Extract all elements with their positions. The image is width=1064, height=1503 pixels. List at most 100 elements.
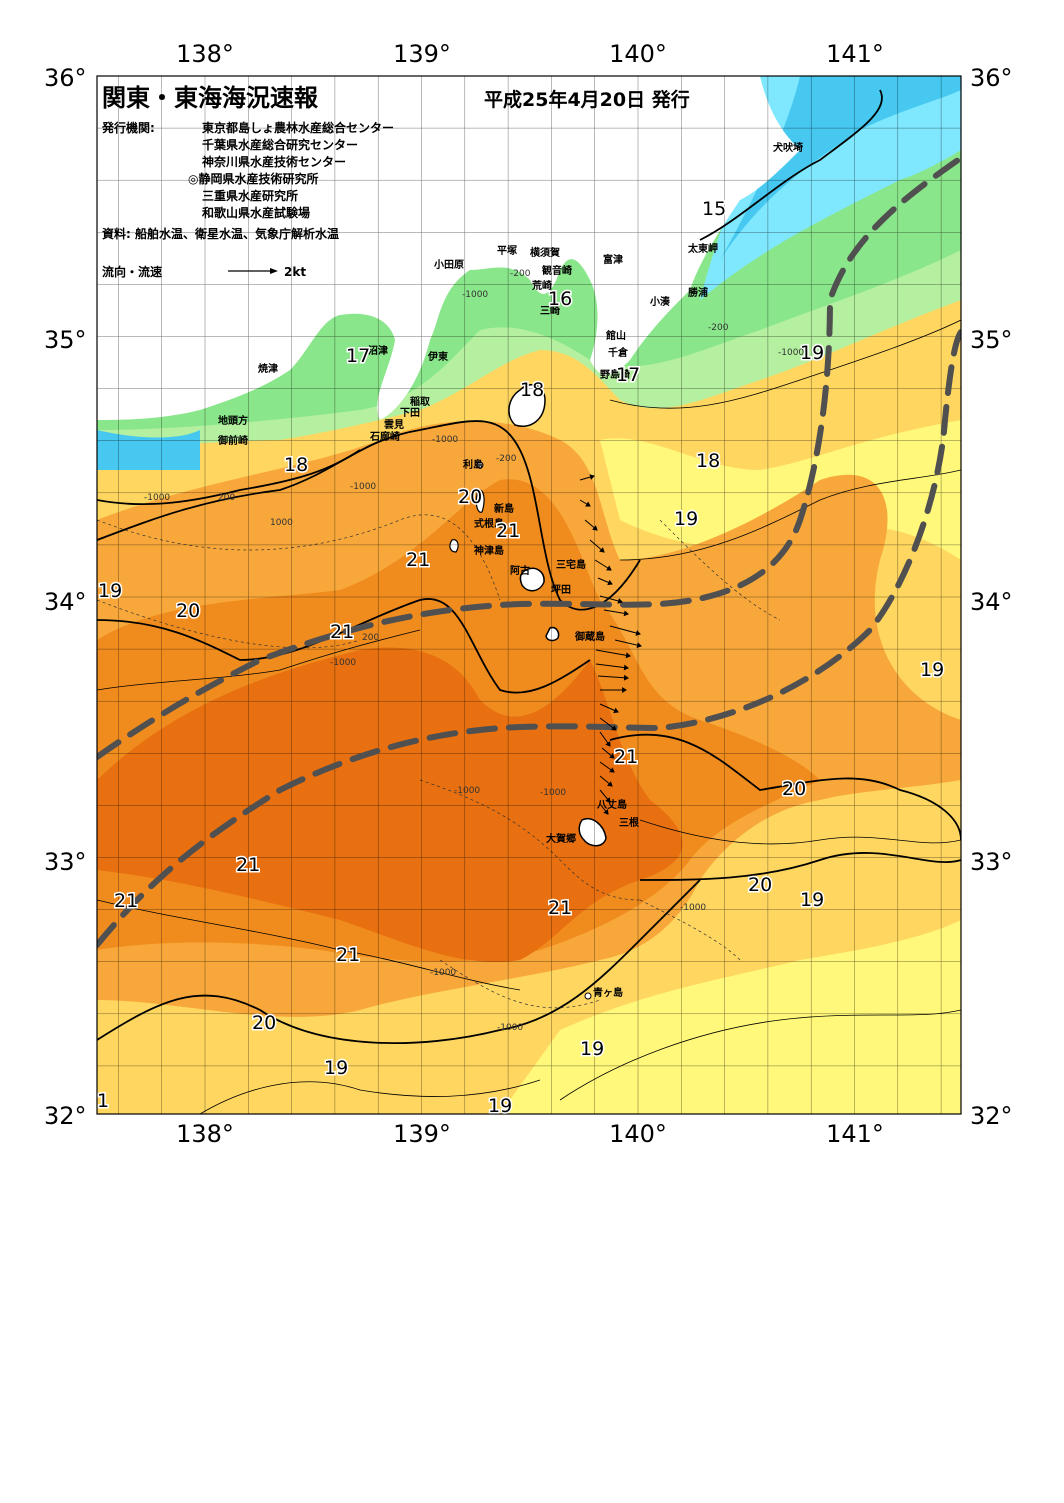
lat-label-36-right: 36° (970, 64, 1013, 92)
place-tsubota: 坪田 (551, 583, 571, 596)
isotherm-label: 20 (176, 600, 200, 622)
place-shimoda: 下田 (400, 407, 420, 419)
current-arrow-head (622, 687, 627, 693)
place-yokosuka: 横須賀 (530, 246, 560, 259)
current-arrow-head (599, 547, 605, 553)
place-mitsune: 三根 (619, 816, 639, 829)
isotherm-labels: 15 16 17 17 18 18 18 19 19 19 19 19 19 1… (96, 197, 946, 1119)
current-arrow-head (607, 579, 613, 586)
depth-label: 200 (362, 633, 379, 643)
isotherm-label: 18 (284, 454, 308, 476)
place-omaezaki: 御前崎 (217, 434, 248, 447)
current-arrow-head (606, 565, 612, 571)
depth-label: -1000 (430, 968, 456, 978)
isotherm-label: 19 (800, 889, 824, 911)
place-kumomi: 雲見 (384, 419, 404, 431)
isotherm-label: 21 (614, 746, 638, 768)
lon-label-140-top: 140° (609, 40, 667, 68)
current-arrow-head (636, 642, 642, 648)
latitude-labels-left: 36° 35° 34° 33° 32° (44, 64, 87, 1130)
place-names: 犬吠埼 太東岬 勝浦 小湊 館山 千倉 野島崎 富津 横須賀 観音崎 荒崎 三崎… (217, 141, 803, 999)
place-mikurajima: 御蔵島 (574, 630, 605, 643)
place-numazu: 沼津 (368, 344, 388, 357)
lat-label-36-left: 36° (44, 64, 87, 92)
place-yaizu: 焼津 (258, 362, 278, 375)
lat-label-34-right: 34° (970, 588, 1013, 616)
land-mikurajima (545, 626, 560, 642)
depth-label: 1000 (270, 518, 293, 528)
issue-date: 平成25年4月20日 発行 (484, 88, 690, 111)
lat-label-35-right: 35° (970, 326, 1013, 354)
depth-label: -1000 (778, 348, 804, 358)
current-arrow (614, 639, 642, 647)
isotherm-label: 18 (696, 450, 720, 472)
land-oshima (508, 384, 546, 427)
place-shikinejima: 式根島 (474, 517, 504, 530)
place-hiratsuka: 平塚 (497, 244, 517, 257)
place-hachijojima: 八丈島 (596, 798, 627, 811)
place-futtsu: 富津 (603, 253, 623, 266)
depth-label: -200 (496, 454, 517, 464)
place-jitogata: 地頭方 (218, 414, 248, 427)
thin-contours (97, 319, 961, 1114)
depth-label: -1000 (462, 290, 488, 300)
current-arrow-head (623, 664, 629, 671)
current-arrow-head (607, 781, 613, 787)
depth-label: -1000 (497, 1023, 523, 1033)
current-arrow-head (635, 630, 641, 636)
isotherm-label: 19 (920, 659, 944, 681)
current-arrow (595, 663, 629, 669)
issuer-item: 千葉県水産総合研究センター (202, 137, 358, 152)
land-kozushima (449, 539, 459, 553)
isotherm-label: 17 (346, 345, 370, 367)
place-kannonzaki: 観音崎 (542, 264, 572, 277)
isotherm-label: 21 (114, 890, 138, 912)
current-arrow-head (592, 525, 598, 531)
land-miyakejima (519, 567, 545, 592)
issuer-list: 東京都島しょ農林水産総合センター 千葉県水産総合研究センター 神奈川県水産技術セ… (188, 120, 394, 220)
isotherm-label: 21 (548, 897, 572, 919)
issuer-item: 三重県水産研究所 (202, 188, 298, 203)
lat-label-34-left: 34° (44, 588, 87, 616)
isotherm-label: 21 (336, 944, 360, 966)
current-arrow (609, 625, 641, 635)
depth-contours (97, 514, 781, 1009)
map-body (97, 76, 961, 1114)
isotherm-label: 19 (324, 1057, 348, 1079)
legend-scale: 2kt (284, 265, 306, 279)
place-taitomisaki: 太東岬 (687, 242, 718, 255)
kuroshio-axis (97, 155, 961, 948)
longitude-labels-bottom: 138° 139° 140° 141° (176, 1120, 884, 1148)
lon-label-139-bottom: 139° (393, 1120, 451, 1148)
place-miyakejima: 三宅島 (556, 558, 586, 571)
lon-label-140-bottom: 140° (609, 1120, 667, 1148)
current-arrow-head (623, 674, 629, 681)
issuer-item: ◎静岡県水産技術研究所 (188, 171, 318, 186)
place-arasaki: 荒崎 (531, 279, 552, 292)
current-arrow-head (603, 809, 609, 815)
current-arrow-head (613, 707, 619, 714)
current-arrow (603, 609, 629, 615)
grid (97, 76, 961, 1114)
land-hachijojima (578, 818, 607, 847)
longitude-labels-top: 138° 139° 140° 141° (176, 40, 884, 68)
depth-label: -1000 (330, 658, 356, 668)
isotherm-label: 19 (674, 508, 698, 530)
depth-label: -1000 (540, 788, 566, 798)
place-ito: 伊東 (427, 350, 448, 363)
lat-label-33-left: 33° (44, 848, 87, 876)
place-nojimazaki: 野島崎 (600, 368, 630, 381)
depth-label: -1000 (144, 493, 170, 503)
place-niijima: 新島 (494, 502, 514, 515)
lon-label-138-bottom: 138° (176, 1120, 234, 1148)
place-irozaki: 石廊崎 (369, 430, 400, 443)
depth-label: -200 (510, 269, 531, 279)
land-honshu (97, 76, 800, 420)
isotherm-label: 21 (496, 520, 520, 542)
current-arrow-head (605, 797, 611, 803)
land-toshima (476, 461, 484, 469)
lon-label-139-top: 139° (393, 40, 451, 68)
current-arrow-head (609, 753, 615, 759)
lat-label-33-right: 33° (970, 848, 1013, 876)
